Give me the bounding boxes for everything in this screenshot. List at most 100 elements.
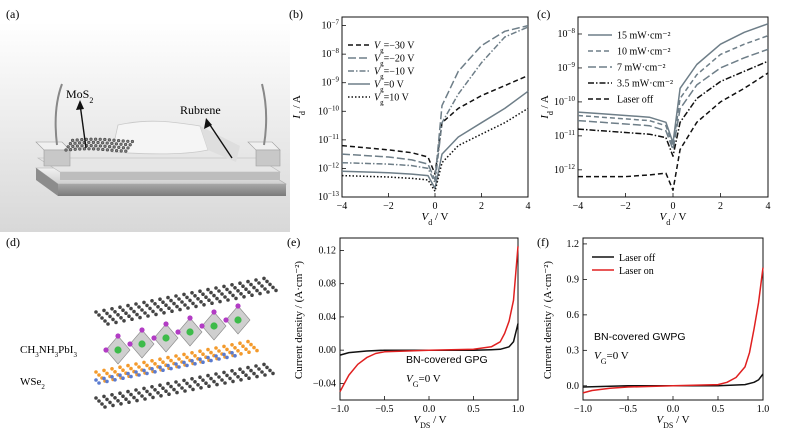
graphene-top-atom (185, 295, 189, 300)
selenium-atom (134, 362, 138, 366)
mos2-atom (105, 141, 109, 145)
x-tick-label: 0.5 (712, 404, 725, 415)
tungsten-atom (201, 360, 205, 365)
graphene-bottom-atom (241, 370, 245, 375)
graphene-bottom-atom (244, 373, 248, 378)
graphene-bottom-atom (190, 377, 194, 381)
rubrene-block (111, 120, 209, 155)
chart-b-id-vd-gate: −4 −2 0 2 410−710−810−910−1010−1110−1210−13V… (291, 16, 531, 227)
graphene-bottom-atom (129, 392, 133, 397)
graphene-top-atom (218, 299, 222, 304)
tungsten-atom (225, 355, 229, 360)
perovskite-center-atom (162, 334, 170, 342)
graphene-bottom-atom (175, 390, 179, 395)
graphene-bottom-atom (249, 368, 253, 373)
graphene-bottom-atom (247, 376, 251, 381)
y-tick-label: 10−12 (318, 161, 339, 174)
graphene-top-atom (204, 295, 208, 300)
rubrene-arrow-head (204, 118, 212, 129)
graphene-top-atom (180, 300, 184, 304)
perovskite-center-atom (186, 328, 194, 336)
graphene-bottom-atom (212, 379, 216, 384)
tungsten-atom (233, 354, 237, 358)
graphene-top-atom (247, 290, 251, 295)
graphene-top-atom (193, 294, 197, 298)
graphene-bottom-atom (108, 400, 112, 405)
tungsten-atom (121, 376, 125, 381)
y-tick-label: 10−7 (322, 19, 340, 32)
graphene-bottom-atom (169, 384, 173, 389)
iodine-atom (223, 317, 229, 323)
graphene-bottom-atom (166, 381, 170, 386)
graphene-bottom-atom (199, 386, 203, 390)
graphene-top-atom (234, 296, 238, 301)
mos2-atom (121, 146, 125, 150)
tungsten-atom (230, 351, 234, 355)
x-tick-label: 1.0 (512, 404, 525, 415)
graphene-top-atom (164, 303, 168, 308)
tungsten-atom (193, 362, 197, 366)
series-line-vg-10-v (341, 26, 529, 184)
graphene-top-atom (258, 291, 262, 296)
y-tick-label: 0.08 (319, 279, 337, 290)
graphene-bottom-atom (236, 375, 240, 379)
panel-label-c: (c) (537, 7, 550, 21)
selenium-atom (247, 350, 251, 355)
selenium-atom (110, 367, 114, 371)
graphene-top-atom (111, 317, 115, 322)
graphene-top-atom (250, 293, 254, 298)
graphene-top-atom (143, 311, 147, 315)
graphene-top-atom (122, 319, 126, 323)
graphene-top-atom (201, 292, 205, 297)
tungsten-atom (134, 370, 138, 374)
graphene-top-atom (113, 310, 117, 314)
graphene-top-atom (238, 281, 242, 286)
graphene-bottom-atom (268, 368, 272, 373)
graphene-bottom-atom (225, 373, 229, 378)
y-tick-label: 10−11 (318, 133, 339, 146)
graphene-bottom-atom (252, 371, 256, 376)
graphene-bottom-atom (126, 389, 130, 394)
graphene-top-atom (126, 303, 130, 308)
selenium-atom (161, 360, 165, 365)
y-tick-label: 0.6 (567, 310, 580, 321)
iodine-atom (211, 309, 217, 315)
y-tick-label: 10−10 (554, 95, 575, 108)
graphene-top-atom (254, 278, 258, 282)
graphene-top-atom (108, 314, 112, 319)
graphene-top-atom (106, 322, 110, 326)
graphene-top-atom (148, 306, 152, 311)
legend-label: Vg=−10 V (374, 67, 415, 81)
graphene-top-atom (198, 289, 202, 294)
legend-label: Vg=−30 V (374, 41, 415, 55)
graphene-bottom-atom (222, 370, 226, 375)
x-axis-title: VDS / V (413, 414, 446, 430)
selenium-atom (166, 355, 170, 360)
selenium-atom (238, 341, 242, 346)
selenium-atom (201, 352, 205, 357)
graphene-bottom-atom (150, 385, 154, 389)
panel-label-f: (f) (537, 235, 549, 249)
graphene-top-atom (116, 313, 120, 317)
graphene-top-atom (124, 311, 128, 316)
selenium-atom (182, 352, 186, 357)
graphene-bottom-atom (148, 392, 152, 397)
mos2-atom (110, 148, 114, 152)
iodine-atom (235, 303, 241, 309)
y-tick-label: 0.04 (319, 312, 337, 323)
tungsten-atom (150, 367, 154, 371)
selenium-atom (105, 371, 109, 376)
x-tick-label: −4 (337, 201, 348, 212)
y-tick-label: 10−11 (554, 129, 575, 142)
selenium-atom (142, 360, 146, 365)
left-electrode-front (43, 149, 71, 167)
tungsten-atom (209, 358, 213, 363)
graphene-top-atom (191, 301, 195, 306)
x-tick-label: 4 (766, 201, 771, 212)
graphene-bottom-atom (135, 398, 139, 403)
perovskite-label: CH3NH3PbI3 (20, 344, 77, 359)
mos2-atom (80, 138, 84, 142)
mos2-atom (94, 144, 98, 148)
selenium-atom (222, 344, 226, 349)
plot-frame (582, 237, 764, 401)
